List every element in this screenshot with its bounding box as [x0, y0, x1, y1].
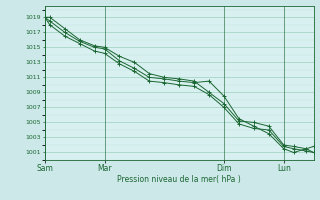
X-axis label: Pression niveau de la mer( hPa ): Pression niveau de la mer( hPa ) [117, 175, 241, 184]
